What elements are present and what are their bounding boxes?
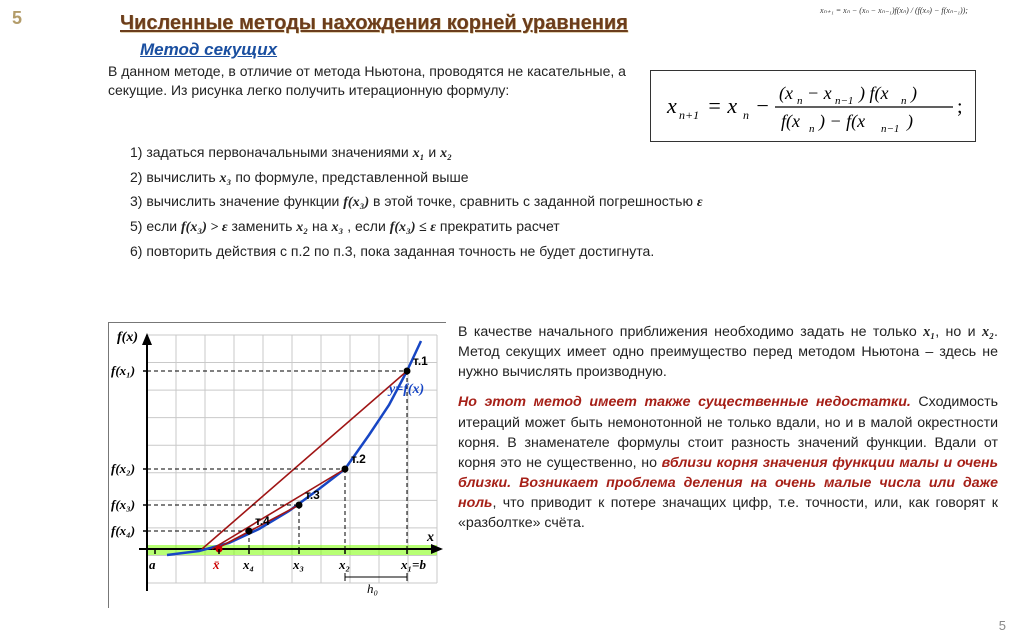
step-2: 2) вычислить x₃ по формуле, представленн… [130, 167, 890, 190]
step-5b: заменить [228, 218, 297, 234]
svg-text:n: n [901, 95, 907, 107]
r1a: В качестве начального приближения необхо… [458, 324, 923, 340]
svg-text:n: n [743, 108, 749, 122]
step-2a: 2) вычислить [130, 169, 220, 185]
svg-text:− x: − x [807, 83, 832, 103]
svg-text:т.4: т.4 [255, 514, 270, 528]
var-eps: ε [697, 195, 703, 210]
step-1: 1) задаться первоначальными значениями x… [130, 142, 890, 165]
svg-text:f(x: f(x [781, 111, 800, 132]
step-5e: прекратить расчет [436, 218, 560, 234]
formula-box: xn+1 = xn − (xn − xn−1 ) f(xn ) f(xn ) −… [650, 70, 976, 142]
page-number-bottom: 5 [999, 618, 1006, 633]
corner-formula: xₙ₊₁ = xₙ − (xₙ − xₙ₋₁)f(xₙ) / (f(xₙ) − … [820, 6, 968, 15]
step-5d: , если [343, 218, 389, 234]
page-number-top: 5 [12, 8, 22, 29]
svg-text:n: n [809, 123, 815, 135]
right-p1: В качестве начального приближения необхо… [458, 322, 998, 382]
step-3: 3) вычислить значение функции f(x₃) в эт… [130, 191, 890, 214]
page-title: Численные методы нахождения корней уравн… [120, 12, 628, 35]
svg-text:h₀: h₀ [367, 581, 378, 596]
var-x1r: x₁ [923, 324, 935, 340]
page-subtitle: Метод секущих [140, 40, 277, 60]
var-x2r: x₂ [982, 324, 994, 340]
svg-text:= x: = x [707, 93, 737, 118]
var-x3: x₃ [220, 171, 232, 186]
var-x1: x₁ [413, 146, 425, 161]
secant-chart: т.1 т.2 т.3 т.4 f(x₁) f(x₂) f(x₃) f(x₄) a x̄ x₄ x₃ x… [109, 323, 447, 609]
svg-text:f(x₁): f(x₁) [111, 363, 135, 378]
svg-text:) f(x: ) f(x [858, 83, 888, 104]
step-3a: 3) вычислить значение функции [130, 193, 343, 209]
right-p2: Но этот метод имеет также существенные н… [458, 392, 998, 533]
svg-text:;: ; [957, 96, 963, 118]
svg-text:т.1: т.1 [413, 354, 428, 368]
svg-text:) − f(x: ) − f(x [818, 111, 865, 132]
cond-le: f(x₃) ≤ ε [390, 220, 436, 235]
step-5c: на [308, 218, 331, 234]
svg-text:): ) [910, 83, 917, 104]
step-5a: 5) если [130, 218, 181, 234]
cond-gt: f(x₃) > ε [181, 220, 228, 235]
svg-text:y=f(x): y=f(x) [387, 382, 424, 397]
svg-text:n: n [797, 95, 803, 107]
steps-list: 1) задаться первоначальными значениями x… [130, 142, 890, 264]
var-x2b: x₂ [296, 220, 308, 235]
svg-text:n−1: n−1 [881, 123, 899, 135]
svg-text:x₃: x₃ [292, 557, 304, 572]
svg-text:т.3: т.3 [305, 488, 320, 502]
right-column: В качестве начального приближения необхо… [458, 322, 998, 544]
step-1b: и [425, 144, 441, 160]
step-5: 5) если f(x₃) > ε заменить x₂ на x₃ , ес… [130, 216, 890, 239]
r2a: Но этот метод имеет также существенные н… [458, 394, 911, 410]
svg-text:f(x): f(x) [117, 330, 138, 345]
step-1a: 1) задаться первоначальными значениями [130, 144, 413, 160]
svg-text:x₁=b: x₁=b [400, 557, 426, 572]
svg-text:x₂: x₂ [338, 557, 350, 572]
formula-svg: xn+1 = xn − (xn − xn−1 ) f(xn ) f(xn ) −… [663, 77, 963, 135]
svg-text:(x: (x [779, 83, 793, 104]
step-6: 6) повторить действия с п.2 по п.3, пока… [130, 241, 890, 263]
var-fx3: f(x₃) [343, 195, 369, 210]
r1b: , но и [935, 324, 982, 340]
intro-text: В данном методе, в отличие от метода Нью… [108, 62, 628, 100]
svg-text:−: − [755, 93, 770, 118]
var-x3b: x₃ [331, 220, 343, 235]
svg-text:x₄: x₄ [242, 557, 254, 572]
step-3b: в этой точке, сравнить с заданной погреш… [369, 193, 697, 209]
svg-text:f(x₃): f(x₃) [111, 497, 135, 512]
svg-text:x̄: x̄ [212, 557, 220, 572]
svg-text:n+1: n+1 [679, 108, 699, 122]
svg-text:x: x [666, 93, 677, 118]
svg-text:x: x [426, 530, 434, 545]
svg-text:n−1: n−1 [835, 95, 853, 107]
r2d: , что приводит к потере значащих цифр, т… [458, 495, 998, 531]
var-x2: x₂ [440, 146, 452, 161]
step-2b: по формуле, представленной выше [231, 169, 468, 185]
chart-container: т.1 т.2 т.3 т.4 f(x₁) f(x₂) f(x₃) f(x₄) a x̄ x₄ x₃ x… [108, 322, 446, 608]
svg-text:f(x₂): f(x₂) [111, 461, 135, 476]
svg-text:f(x₄): f(x₄) [111, 523, 135, 538]
svg-text:): ) [906, 111, 913, 132]
svg-text:a: a [149, 557, 156, 572]
svg-text:т.2: т.2 [351, 452, 366, 466]
